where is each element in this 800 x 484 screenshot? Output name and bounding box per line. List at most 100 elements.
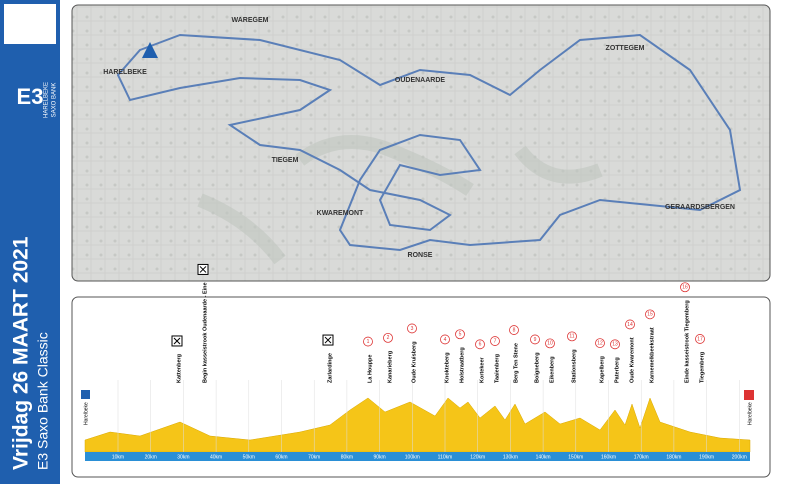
finish-label: Harelbeke — [747, 402, 753, 425]
climb-label: Zarlardinge — [327, 353, 333, 383]
town: ZOTTEGEM — [606, 45, 645, 52]
climb-label: Kattenberg — [176, 354, 182, 383]
km-label: 80km — [341, 454, 353, 460]
cobble-cross — [324, 336, 332, 344]
climb-marker — [545, 338, 555, 349]
town: OUDENAARDE — [395, 77, 446, 84]
climb-label: Knokteberg — [444, 352, 450, 383]
climb-number: 5 — [459, 332, 462, 338]
climb-label: Kanarieberg — [387, 351, 393, 383]
start-label: Harelbeke — [83, 402, 89, 425]
climb-label: Kapelberg — [599, 356, 605, 383]
climb-label: Kortekeer — [479, 356, 485, 383]
climb-number: 11 — [569, 334, 574, 340]
km-label: 120km — [470, 454, 485, 460]
km-label: 130km — [503, 454, 518, 460]
climb-marker — [383, 332, 393, 343]
climb-label: Stationsberg — [571, 349, 577, 383]
town: WAREGEM — [232, 17, 269, 24]
climb-marker — [567, 331, 577, 342]
cobble-cross — [199, 266, 207, 273]
climb-number: 12 — [597, 340, 603, 346]
climb-number: 14 — [627, 322, 633, 328]
climb-label: Karnemelkbeekstraat — [649, 327, 655, 383]
route — [116, 33, 742, 252]
climb-number: 6 — [479, 342, 482, 348]
climb-label: Tiegemberg — [699, 352, 705, 383]
town: HARELBEKE — [103, 69, 147, 76]
km-label: 200km — [732, 454, 747, 460]
race: E3 Saxo Bank Classic — [35, 332, 51, 470]
climb-label: Einde kasseistrook Tiegemberg — [684, 300, 690, 383]
climb-number: 17 — [697, 336, 703, 342]
climb-marker — [695, 334, 705, 344]
climb-label: Oude Kruisberg — [411, 341, 417, 383]
km-label: 170km — [634, 454, 649, 460]
start-flag — [81, 390, 90, 399]
elevation — [84, 397, 751, 453]
climb-marker — [625, 319, 635, 330]
km-label: 10km — [112, 454, 124, 460]
finish-flag — [744, 390, 754, 400]
date: Vrijdag 26 MAART 2021 — [10, 236, 33, 470]
km-label: 20km — [145, 454, 157, 460]
km-label: 70km — [308, 454, 320, 460]
logo-box — [4, 4, 56, 44]
cobble-cross — [173, 337, 181, 345]
km-label: 50km — [243, 454, 255, 460]
climb-number: 1 — [367, 339, 370, 345]
km-label: 110km — [438, 454, 453, 460]
town: GERAARDSBERGEN — [665, 204, 735, 211]
climb-marker — [680, 282, 690, 293]
town: KWAREMONT — [317, 210, 364, 217]
city: HARELBEKE — [44, 82, 50, 118]
climb-number: 9 — [534, 337, 537, 343]
sponsor: SAXO BANK — [52, 83, 58, 118]
climb-label: Boigneberg — [534, 352, 540, 383]
climb-marker — [645, 309, 655, 320]
map — [71, 4, 771, 282]
climb-label: Holstraatberg — [459, 347, 465, 383]
km-label: 150km — [568, 454, 583, 460]
climb-marker — [475, 339, 485, 350]
climb-marker — [490, 336, 500, 346]
km-label: 190km — [699, 454, 714, 460]
km-label: 140km — [536, 454, 551, 460]
km-label: 40km — [210, 454, 222, 460]
climb-label: Begin kasseistrook Oudenaarde - Eine — [202, 282, 208, 383]
climb-label: Eikenberg — [549, 356, 555, 383]
km-label: 60km — [275, 454, 287, 460]
climb-marker — [407, 323, 417, 334]
climb-number: 13 — [612, 342, 618, 348]
climb-number: 16 — [682, 285, 688, 291]
banner — [0, 0, 60, 484]
forest — [197, 135, 603, 265]
km-label: 160km — [601, 454, 616, 460]
town: RONSE — [408, 252, 433, 259]
town: TIEGEM — [272, 157, 299, 164]
climb-marker — [440, 334, 450, 345]
climb-number: 7 — [494, 338, 497, 344]
climb-marker — [530, 334, 540, 345]
climb-marker — [610, 339, 620, 350]
climb-number: 2 — [387, 335, 390, 341]
climb-label: Taaienberg — [494, 354, 500, 383]
km-label: 100km — [405, 454, 420, 460]
climb-label: Berg Ten Stene — [513, 343, 519, 383]
climb-number: 15 — [647, 312, 653, 318]
climb-label: Oude Kwaremont — [629, 337, 635, 383]
climb-label: La Houppe — [367, 355, 373, 383]
climb-marker — [509, 325, 519, 335]
climb-marker — [595, 338, 605, 348]
km-label: 180km — [666, 454, 681, 460]
climb-number: 8 — [513, 327, 516, 333]
climb-label: Paterberg — [614, 357, 620, 383]
logo: E3 — [17, 84, 44, 109]
km-label: 30km — [177, 454, 189, 460]
km-band — [85, 452, 750, 461]
climb-number: 4 — [444, 337, 447, 343]
climb-marker — [363, 336, 373, 347]
climb-number: 3 — [411, 326, 414, 332]
climb-number: 10 — [547, 341, 553, 347]
